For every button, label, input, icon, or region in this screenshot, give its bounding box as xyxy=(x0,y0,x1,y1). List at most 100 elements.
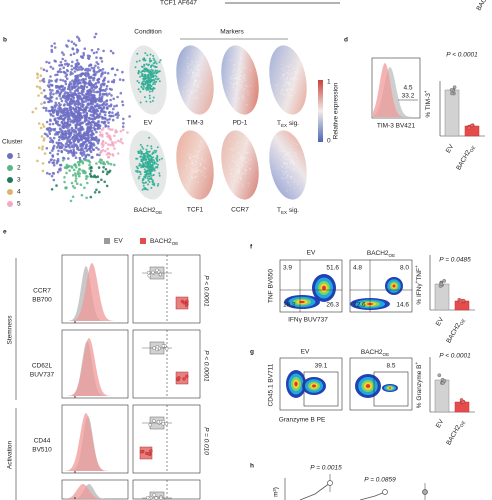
cell-point xyxy=(149,66,152,68)
cell-point xyxy=(199,162,202,164)
cell-point xyxy=(149,87,152,90)
cell-point xyxy=(97,148,100,151)
cell-point xyxy=(52,144,56,148)
cell-point xyxy=(61,137,64,141)
cell-point xyxy=(56,73,59,76)
cell-point xyxy=(56,157,60,161)
cell-point xyxy=(247,159,250,161)
cell-point xyxy=(235,92,238,95)
cell-point xyxy=(145,100,148,103)
cell-point xyxy=(150,157,153,160)
cell-point xyxy=(242,157,245,160)
cell-point xyxy=(121,125,125,128)
cell-point xyxy=(244,173,246,175)
cell-point xyxy=(285,88,287,91)
cell-point xyxy=(90,135,93,139)
axis-label: IFNγ BUV737 xyxy=(288,317,328,324)
cell-point xyxy=(150,178,153,181)
cell-point xyxy=(95,99,98,103)
cell-point xyxy=(146,170,148,173)
panel-caption: BACH2OE xyxy=(134,207,162,215)
cell-point xyxy=(88,163,91,167)
cell-point xyxy=(95,162,98,165)
cell-point xyxy=(289,83,292,85)
marker-label: CCR7 xyxy=(33,288,51,295)
cell-point xyxy=(192,71,195,74)
quadrant-value: 4.8 xyxy=(353,265,362,272)
cell-point xyxy=(290,94,293,97)
cell-point xyxy=(67,125,71,128)
cell-point xyxy=(88,68,92,72)
cell-point xyxy=(97,106,101,110)
cell-point xyxy=(151,64,154,67)
cell-point xyxy=(88,125,92,128)
cell-point xyxy=(64,59,67,63)
cell-point xyxy=(106,118,109,122)
cell-point xyxy=(193,76,196,78)
cell-point xyxy=(94,64,97,68)
cell-point xyxy=(288,69,291,71)
cell-point xyxy=(231,148,233,151)
cell-point xyxy=(197,181,199,183)
cell-point xyxy=(281,165,284,168)
cell-point xyxy=(154,74,157,77)
cell-point xyxy=(286,78,288,80)
cell-point xyxy=(74,102,77,106)
cell-point xyxy=(232,83,235,86)
cell-point xyxy=(59,97,63,100)
cell-point xyxy=(193,163,196,166)
plot-frame xyxy=(132,404,201,474)
cell-point xyxy=(50,44,54,48)
cell-point xyxy=(102,83,106,87)
cell-point xyxy=(192,171,195,174)
cell-point xyxy=(79,137,83,141)
cell-point xyxy=(70,126,74,130)
cell-point xyxy=(193,79,196,82)
legend-label: 5 xyxy=(17,201,21,208)
cell-point xyxy=(250,84,252,87)
cell-point xyxy=(192,83,195,86)
cell-point xyxy=(86,133,90,137)
cell-point xyxy=(72,42,76,45)
growth-line xyxy=(299,482,331,500)
cell-point xyxy=(53,159,56,162)
cell-point xyxy=(101,139,105,143)
replicate-dot xyxy=(182,377,186,381)
cell-point xyxy=(60,149,63,153)
cell-point xyxy=(74,174,78,178)
cell-point xyxy=(195,166,198,169)
cell-point xyxy=(112,97,115,101)
panel-caption: TCF1 xyxy=(187,207,204,214)
cell-point xyxy=(291,159,293,161)
quadrant-value: 18.2 xyxy=(283,302,296,309)
cell-point xyxy=(295,156,298,159)
cell-point xyxy=(78,92,81,95)
cell-point xyxy=(148,159,151,162)
cell-point xyxy=(40,135,44,138)
cell-point xyxy=(282,150,285,153)
cell-point xyxy=(86,122,90,126)
cell-point xyxy=(146,74,149,77)
cell-point xyxy=(42,80,46,83)
cell-point xyxy=(142,80,145,83)
marker-label: BUV737 xyxy=(30,372,55,379)
cell-point xyxy=(56,152,60,156)
cell-point xyxy=(89,75,93,79)
cell-point xyxy=(74,151,78,155)
cell-point xyxy=(99,69,103,72)
cell-point xyxy=(116,139,120,143)
cell-point xyxy=(280,159,283,161)
cell-point xyxy=(82,51,85,55)
cell-point xyxy=(99,133,102,137)
cell-point xyxy=(85,92,89,96)
cell-point xyxy=(143,186,146,189)
cell-point xyxy=(286,164,289,166)
cell-point xyxy=(283,93,286,96)
cell-point xyxy=(49,92,52,96)
cell-point xyxy=(73,109,77,112)
panel-caption: TEX sig. xyxy=(277,120,299,128)
cell-point xyxy=(53,46,57,49)
cell-point xyxy=(151,83,154,86)
cell-point xyxy=(122,122,125,125)
cell-point xyxy=(284,154,286,157)
